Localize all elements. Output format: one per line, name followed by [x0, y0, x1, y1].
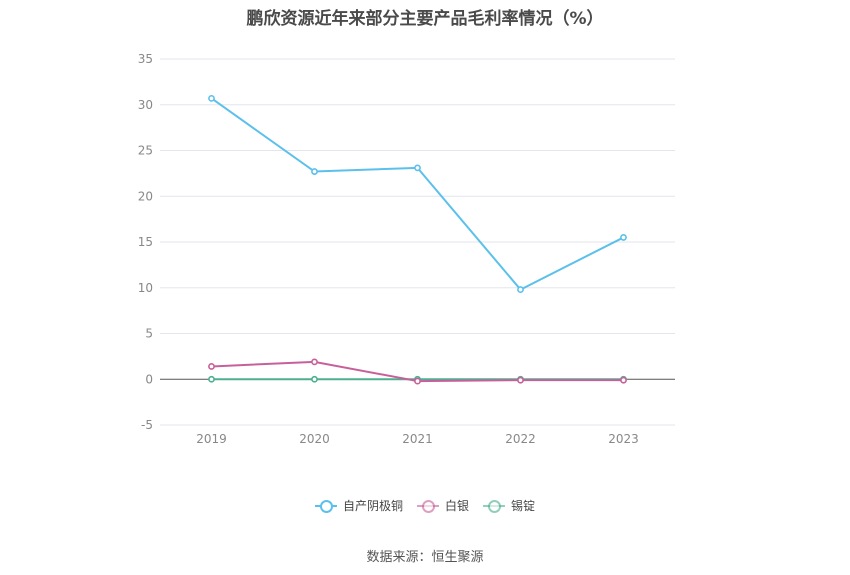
legend-item-silver[interactable]: 白银	[416, 497, 469, 514]
data-point	[517, 376, 524, 384]
legend-item-copper[interactable]: 自产阴极铜	[314, 497, 403, 514]
x-tick-label: 2023	[608, 432, 639, 446]
data-point	[208, 363, 215, 370]
y-tick-label: 35	[138, 52, 153, 66]
legend-marker-icon	[314, 499, 337, 513]
y-tick-label: -5	[141, 418, 153, 432]
legend-label: 锡锭	[511, 499, 536, 513]
data-point	[414, 377, 421, 385]
chart-title: 鹏欣资源近年来部分主要产品毛利率情况（%）	[246, 9, 604, 29]
data-point	[620, 234, 627, 241]
legend-label: 自产阴极铜	[342, 499, 403, 513]
data-point	[311, 375, 318, 383]
y-tick-label: 15	[138, 235, 153, 249]
x-tick-label: 2021	[402, 432, 433, 446]
data-point	[208, 94, 215, 102]
data-point	[620, 376, 627, 384]
x-tick-label: 2022	[505, 432, 536, 446]
series-line	[210, 97, 624, 291]
y-tick-label: 20	[138, 189, 153, 203]
y-tick-label: 30	[138, 98, 153, 112]
data-point	[311, 168, 318, 175]
legend-marker-icon	[416, 499, 439, 513]
x-tick-label: 2019	[196, 432, 227, 446]
y-tick-label: 5	[145, 327, 153, 341]
legend-marker-icon	[483, 499, 505, 513]
y-tick-label: 0	[145, 372, 153, 386]
data-point	[311, 358, 318, 366]
data-point	[414, 164, 421, 172]
data-source: 数据来源：恒生聚源	[366, 550, 484, 565]
y-tick-label: 25	[138, 144, 153, 158]
data-point	[208, 375, 215, 383]
legend-label: 白银	[444, 499, 469, 513]
x-tick-label: 2020	[299, 432, 330, 446]
legend-item-tin[interactable]: 锡锭	[483, 497, 535, 514]
y-tick-label: 10	[138, 281, 153, 295]
legend: 自产阴极铜 白银 锡锭	[0, 497, 850, 514]
data-point	[517, 286, 524, 293]
